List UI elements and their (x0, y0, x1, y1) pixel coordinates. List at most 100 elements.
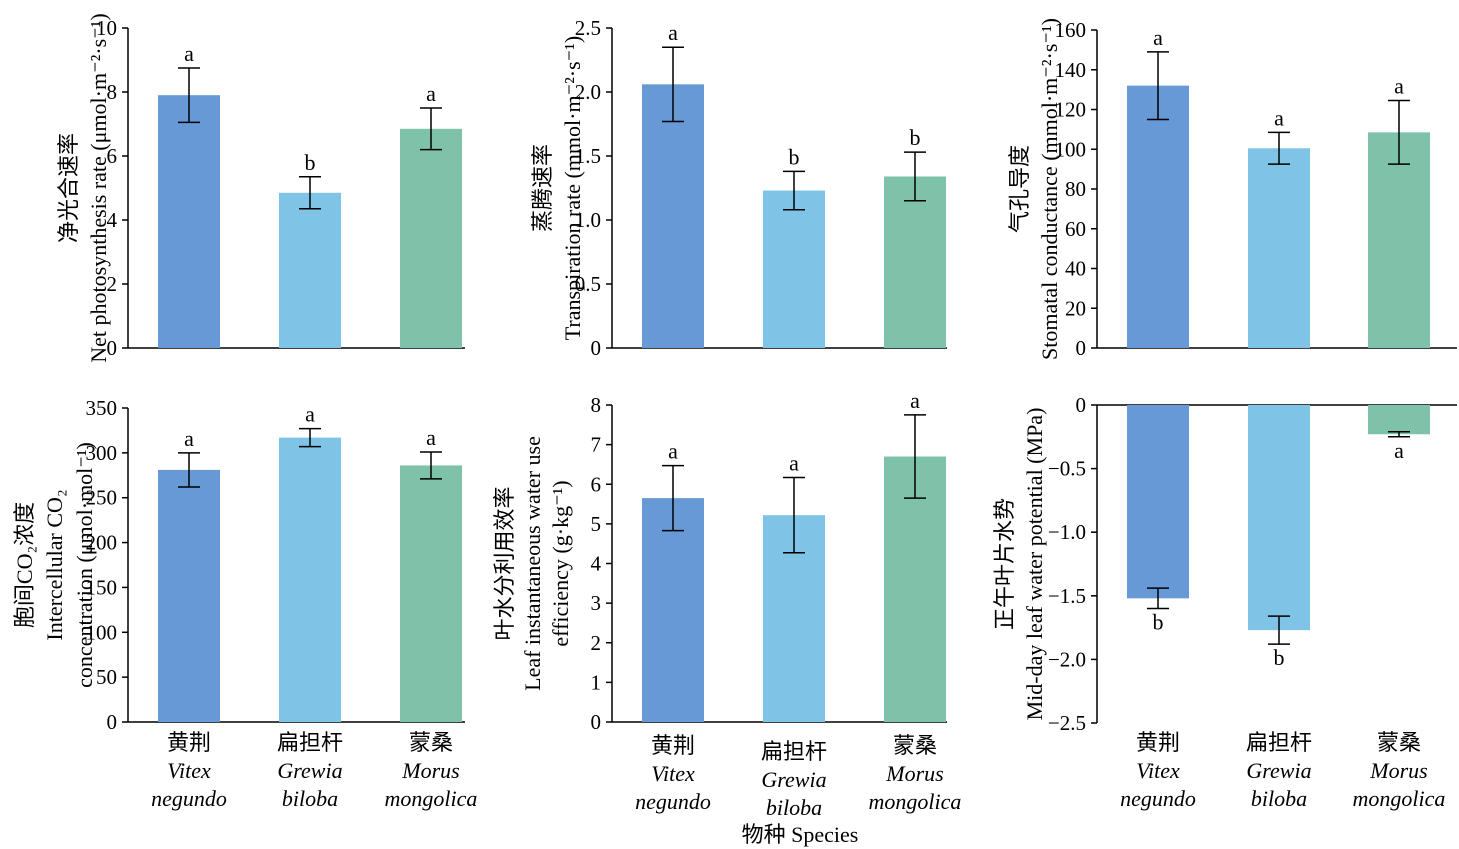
y-tick-label: 4 (591, 552, 602, 576)
category-label-latin: Vitex (1136, 758, 1180, 783)
bar (884, 456, 946, 722)
category-label-cn: 蒙桑 (409, 730, 453, 755)
significance-letter: a (1394, 74, 1404, 99)
y-tick-label: 140 (1055, 58, 1087, 82)
y-tick-label: 300 (86, 441, 118, 465)
category-label-latin: Morus (401, 758, 459, 783)
y-axis-label: Mid-day leaf water potential (MPa) (1022, 408, 1047, 721)
significance-letter: a (184, 426, 194, 451)
y-axis-label: Intercellular CO₂ (42, 489, 67, 640)
y-axis-label: Stomatal conductance (mmol·m⁻²·s⁻¹) (1037, 18, 1062, 360)
y-tick-label: 2 (107, 272, 118, 296)
significance-letter: a (1153, 25, 1163, 50)
significance-letter: a (426, 425, 436, 450)
category-label-latin: mongolica (869, 789, 962, 814)
y-tick-label: 350 (86, 396, 118, 420)
category-label-cn: 扁担杆 (761, 739, 827, 764)
y-tick-label: 8 (107, 80, 118, 104)
chart-panel-3: 0 20 40 60 80 100 120 140 160 a a a 气孔导度 Stomatal con… (1007, 18, 1457, 360)
category-label-latin: Morus (885, 761, 943, 786)
category-label-cn: 黄荆 (651, 733, 695, 758)
bar (279, 192, 341, 348)
y-tick-label: 100 (86, 620, 118, 644)
y-tick-label: 6 (591, 472, 602, 496)
significance-letter: b (910, 125, 921, 150)
significance-letter: b (305, 150, 316, 175)
y-axis-label: Leaf instantaneous water use (520, 436, 545, 691)
significance-letter: b (1274, 645, 1285, 670)
category-label-cn: 蒙桑 (1377, 730, 1421, 755)
category-label-latin: Morus (1369, 758, 1427, 783)
chart-panel-4: 0 50 100 150 200 250 300 350 a a a 胞间CO₂浓度 Intercell… (12, 396, 465, 734)
y-axis-label: 净光合速率 (56, 133, 81, 243)
y-tick-label: 0 (107, 336, 118, 360)
y-tick-label: 120 (1055, 98, 1087, 122)
significance-letter: a (668, 20, 678, 45)
y-tick-label: 0 (107, 710, 118, 734)
y-tick-label: 50 (96, 665, 117, 689)
category-label-latin: mongolica (1353, 786, 1446, 811)
significance-letter: a (789, 451, 799, 476)
y-tick-label: 2 (591, 631, 602, 655)
chart-panel-6: 0 −0.5 −1.0 −1.5 −2.0 −2.5 b b a 正午叶片水势 Mid-day le… (992, 393, 1457, 735)
bar (1368, 405, 1430, 435)
y-tick-label: 250 (86, 486, 118, 510)
y-axis-label: Transpiration rate (mmol·m⁻²·s⁻¹) (560, 36, 585, 340)
significance-letter: a (426, 81, 436, 106)
bar (400, 128, 462, 348)
significance-letter: a (305, 402, 315, 427)
y-axis-label: Net photosynthesis rate (μmol·m⁻²·s⁻¹) (86, 13, 111, 362)
y-tick-label: 2.5 (575, 16, 601, 40)
y-tick-label: −2.5 (1048, 711, 1086, 735)
category-label-cn: 黄荆 (1136, 730, 1180, 755)
y-tick-label: 3 (591, 591, 602, 615)
bar (1368, 132, 1430, 348)
y-tick-label: 1.5 (575, 144, 601, 168)
y-tick-label: −2.0 (1048, 647, 1086, 671)
bar (1127, 405, 1189, 599)
category-label-latin: Grewia (761, 767, 826, 792)
bar (1248, 405, 1310, 631)
y-tick-label: 60 (1065, 217, 1086, 241)
y-tick-label: −0.5 (1048, 457, 1086, 481)
y-tick-label: 150 (86, 575, 118, 599)
y-axis-label: 胞间CO₂浓度 (12, 502, 37, 628)
y-tick-label: 8 (591, 393, 602, 417)
category-label-latin: biloba (766, 795, 822, 820)
category-label-latin: negundo (1120, 786, 1196, 811)
category-label-latin: negundo (151, 786, 227, 811)
category-label-latin: Vitex (651, 761, 695, 786)
y-tick-label: 160 (1055, 18, 1087, 42)
bar (1248, 148, 1310, 348)
y-axis-label: 蒸腾速率 (530, 144, 555, 232)
category-label-latin: mongolica (385, 786, 478, 811)
bar (884, 176, 946, 348)
bar (642, 84, 704, 348)
chart-panel-1: 0 2 4 6 8 10 a b a 净光合速率 Net photosynthesis rate (… (56, 13, 465, 363)
y-tick-label: 0 (1076, 336, 1087, 360)
y-tick-label: 80 (1065, 177, 1086, 201)
category-label-latin: Vitex (167, 758, 211, 783)
bar (642, 498, 704, 722)
y-tick-label: 6 (107, 144, 118, 168)
category-label-cn: 黄荆 (167, 730, 211, 755)
y-axis-label: 正午叶片水势 (992, 498, 1017, 630)
category-label-latin: biloba (1251, 786, 1307, 811)
category-label-cn: 扁担杆 (1246, 730, 1312, 755)
y-tick-label: −1.5 (1048, 584, 1086, 608)
category-label-cn: 蒙桑 (893, 733, 937, 758)
y-tick-label: 100 (1055, 137, 1087, 161)
y-tick-label: 200 (86, 531, 118, 555)
significance-letter: a (184, 41, 194, 66)
y-tick-label: 4 (107, 208, 118, 232)
y-axis-label: concentration (μmol·mol⁻¹) (72, 442, 97, 688)
y-tick-label: 40 (1065, 257, 1086, 281)
chart-panel-5: 0 1 2 3 4 5 6 7 8 a a a 叶水分利用效率 Leaf instantaneous wa… (492, 388, 947, 734)
x-axis-title: 物种 Species (742, 822, 859, 847)
bar (1127, 85, 1189, 349)
y-tick-label: 20 (1065, 296, 1086, 320)
chart-panel-2: 0 0.5 1.0 1.5 2.0 2.5 a b b 蒸腾速率 Transpiration rat… (530, 16, 947, 360)
bar (400, 465, 462, 722)
category-label-cn: 扁担杆 (277, 730, 343, 755)
